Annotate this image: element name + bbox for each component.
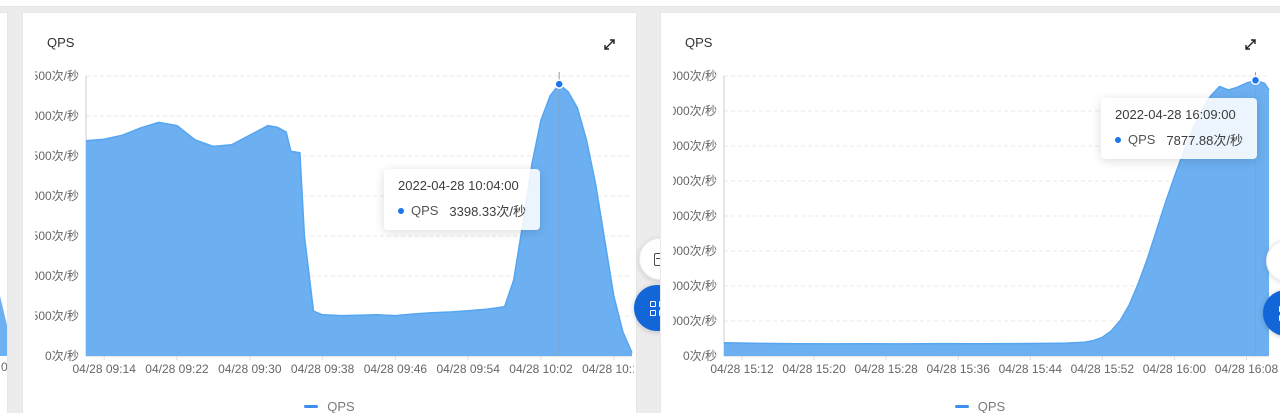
svg-text:04/28 15:44: 04/28 15:44 [999, 362, 1063, 376]
tooltip-series-name: QPS [411, 203, 439, 218]
svg-text:04/28 15:52: 04/28 15:52 [1071, 362, 1135, 376]
svg-text:3000次/秒: 3000次/秒 [673, 244, 717, 258]
chart-tooltip: 2022-04-28 16:09:00 QPS 7877.88次/秒 [1101, 98, 1257, 159]
qps-area-chart[interactable]: 0次/秒 500次/秒 1000次/秒 1500次/秒 2000次/秒 2500次/秒 30… [35, 69, 634, 391]
qps-chart-panel-morning: QPS 0次/秒 500次/秒 1000次/秒 1500次/秒 2000次/秒 2500次… [22, 12, 637, 413]
legend-label: QPS [977, 399, 1006, 413]
expand-chart-button[interactable] [600, 37, 618, 55]
svg-text:4000次/秒: 4000次/秒 [673, 209, 717, 223]
svg-text:0次/秒: 0次/秒 [683, 349, 717, 363]
tooltip-series-name: QPS [1128, 132, 1156, 147]
chart-title: QPS [47, 35, 75, 50]
svg-text:04/28 16:00: 04/28 16:00 [1143, 362, 1207, 376]
svg-text:04/28 10:02: 04/28 10:02 [509, 362, 573, 376]
svg-text:04/28 09:38: 04/28 09:38 [291, 362, 355, 376]
legend-item-qps[interactable]: QPS [661, 399, 1280, 413]
partial-area-chart [0, 296, 7, 356]
svg-text:0次/秒: 0次/秒 [45, 349, 79, 363]
tooltip-timestamp: 2022-04-28 16:09:00 [1115, 107, 1236, 122]
svg-text:7000次/秒: 7000次/秒 [673, 104, 717, 118]
svg-text:04/28 09:54: 04/28 09:54 [436, 362, 500, 376]
svg-text:04/28 16:08: 04/28 16:08 [1215, 362, 1279, 376]
svg-text:1000次/秒: 1000次/秒 [673, 314, 717, 328]
svg-text:2000次/秒: 2000次/秒 [35, 189, 79, 203]
series-dot-icon [1115, 136, 1121, 143]
svg-text:500次/秒: 500次/秒 [35, 309, 79, 323]
chart-tooltip: 2022-04-28 10:04:00 QPS 3398.33次/秒 [384, 169, 540, 230]
grid-icon [1278, 305, 1280, 321]
partial-panel-left: 0 [0, 12, 8, 413]
svg-text:1000次/秒: 1000次/秒 [35, 269, 79, 283]
svg-text:04/28 09:14: 04/28 09:14 [72, 362, 136, 376]
tooltip-value: 3398.33次/秒 [449, 204, 526, 219]
svg-text:04/28 09:46: 04/28 09:46 [364, 362, 428, 376]
svg-text:04/28 15:20: 04/28 15:20 [782, 362, 846, 376]
chart-plot-area[interactable]: 0次/秒 500次/秒 1000次/秒 1500次/秒 2000次/秒 2500次/秒 30… [35, 69, 634, 391]
svg-text:2500次/秒: 2500次/秒 [35, 149, 79, 163]
tooltip-value: 7877.88次/秒 [1166, 133, 1243, 148]
legend-label: QPS [327, 399, 355, 413]
svg-text:8000次/秒: 8000次/秒 [673, 69, 717, 83]
svg-text:5000次/秒: 5000次/秒 [673, 174, 717, 188]
svg-text:04/28 09:30: 04/28 09:30 [218, 362, 282, 376]
chart-title: QPS [685, 35, 713, 50]
expand-arrows-icon [603, 39, 615, 50]
svg-text:04/28 09:22: 04/28 09:22 [145, 362, 209, 376]
svg-text:04/28 15:12: 04/28 15:12 [710, 362, 774, 376]
svg-text:3000次/秒: 3000次/秒 [35, 109, 79, 123]
legend-line-icon [304, 405, 319, 408]
svg-text:04/28 10:10: 04/28 10:10 [582, 362, 634, 376]
floating-grid-button[interactable] [1263, 290, 1280, 336]
series-dot-icon [398, 207, 404, 214]
expand-arrows-icon [1244, 39, 1256, 50]
svg-text:04/28 15:28: 04/28 15:28 [854, 362, 918, 376]
svg-text:3500次/秒: 3500次/秒 [35, 69, 79, 83]
tooltip-timestamp: 2022-04-28 10:04:00 [398, 178, 519, 193]
svg-text:1500次/秒: 1500次/秒 [35, 229, 79, 243]
svg-text:2000次/秒: 2000次/秒 [673, 279, 717, 293]
qps-chart-panel-afternoon: QPS 0次/秒 1000次/秒 2000次/秒 3000次/秒 4000次/秒 5000… [660, 12, 1280, 413]
svg-text:6000次/秒: 6000次/秒 [673, 139, 717, 153]
expand-chart-button[interactable] [1241, 37, 1259, 55]
legend-item-qps[interactable]: QPS [23, 399, 636, 413]
top-panel-row-edge [0, 0, 1280, 7]
legend-line-icon [954, 405, 969, 408]
svg-text:04/28 15:36: 04/28 15:36 [927, 362, 991, 376]
partial-axis-label: 0 [1, 360, 8, 374]
